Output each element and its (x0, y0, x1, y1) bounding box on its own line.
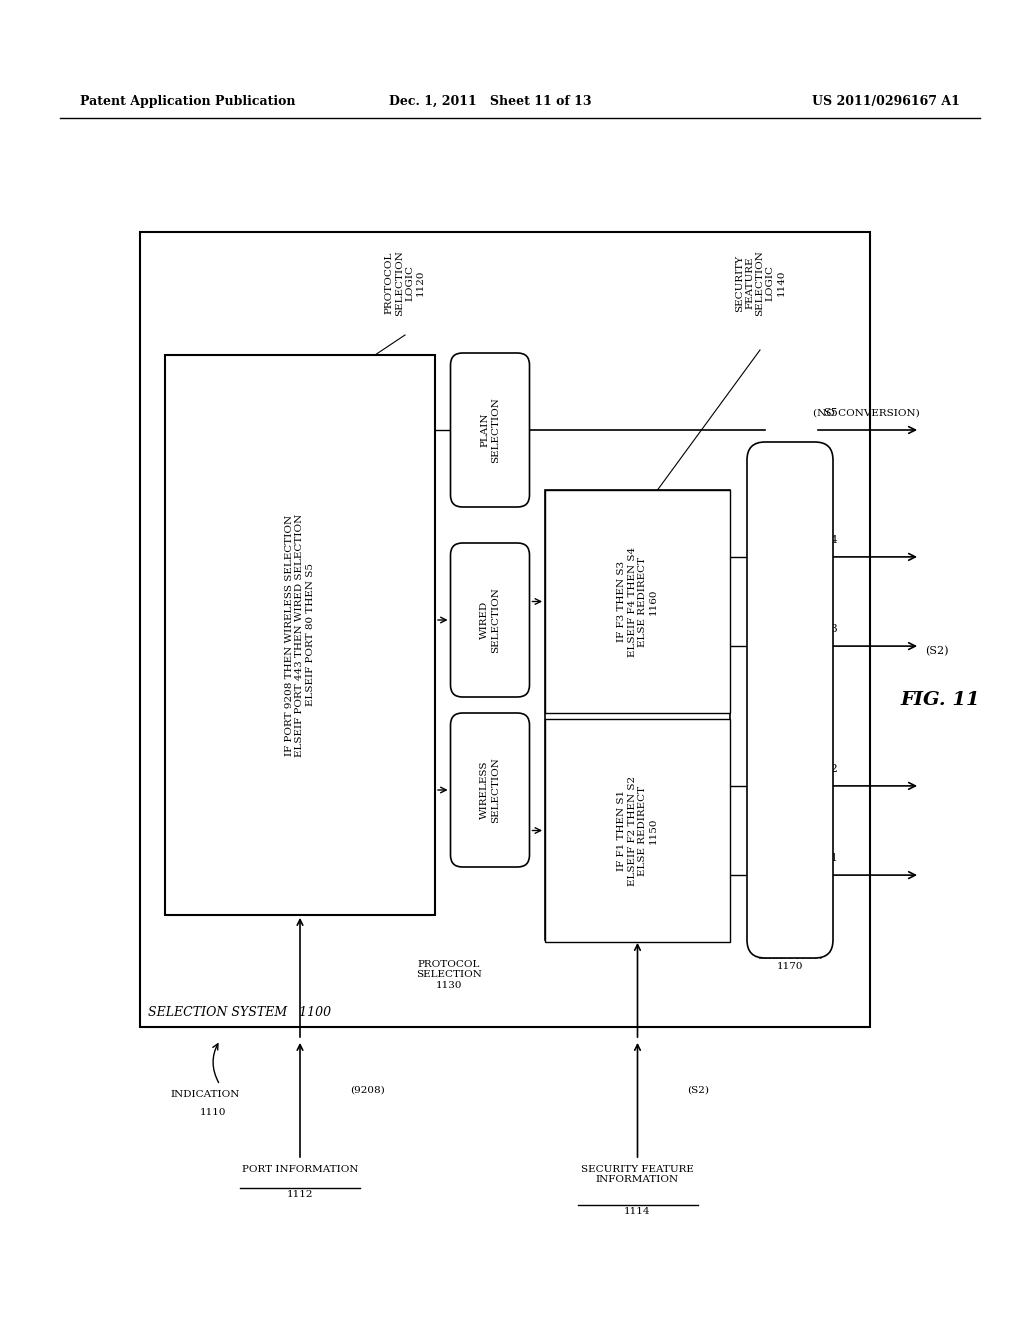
Text: PLAIN
SELECTION: PLAIN SELECTION (480, 397, 500, 463)
Text: SECURITY FEATURE
INFORMATION: SECURITY FEATURE INFORMATION (581, 1166, 694, 1184)
Bar (140, 232, 870, 1027)
FancyBboxPatch shape (451, 543, 529, 697)
Text: SELECTION
1170: SELECTION 1170 (757, 952, 823, 972)
Text: (9208): (9208) (350, 1085, 385, 1094)
Text: PORT INFORMATION: PORT INFORMATION (242, 1166, 358, 1173)
Bar (165, 355, 435, 915)
Text: WIRELESS
SELECTION: WIRELESS SELECTION (480, 758, 500, 822)
FancyBboxPatch shape (746, 442, 833, 958)
Text: PROTOCOL
SELECTION
1130: PROTOCOL SELECTION 1130 (416, 960, 481, 990)
FancyBboxPatch shape (451, 352, 529, 507)
Text: Patent Application Publication: Patent Application Publication (80, 95, 296, 108)
Text: PROTOCOL
SELECTION
LOGIC
1120: PROTOCOL SELECTION LOGIC 1120 (385, 249, 425, 315)
Text: SELECTION SYSTEM   1100: SELECTION SYSTEM 1100 (148, 1006, 331, 1019)
Text: (S2): (S2) (925, 645, 948, 656)
Text: (S2): (S2) (687, 1085, 710, 1094)
Text: S1: S1 (823, 853, 838, 863)
Text: S4: S4 (823, 535, 838, 545)
Text: 1110: 1110 (200, 1107, 226, 1117)
Text: 1114: 1114 (625, 1206, 650, 1216)
Text: S2: S2 (823, 764, 838, 774)
Text: S3: S3 (823, 624, 838, 634)
Text: FIG. 11: FIG. 11 (900, 690, 980, 709)
Text: IF PORT 9208 THEN WIRELESS SELECTION
ELSEIF PORT 443 THEN WIRED SELECTION
ELSEIF: IF PORT 9208 THEN WIRELESS SELECTION ELS… (285, 513, 315, 756)
Text: US 2011/0296167 A1: US 2011/0296167 A1 (812, 95, 961, 108)
Bar (545, 719, 730, 942)
Text: SECURITY
FEATURE
SELECTION
LOGIC
1140: SECURITY FEATURE SELECTION LOGIC 1140 (734, 249, 785, 315)
Text: 1112: 1112 (287, 1191, 313, 1199)
Text: IF F3 THEN S3
ELSEIF F4 THEN S4
ELSE REDIRECT
1160: IF F3 THEN S3 ELSEIF F4 THEN S4 ELSE RED… (617, 546, 657, 656)
Text: WIRED
SELECTION: WIRED SELECTION (480, 587, 500, 653)
Text: IF F1 THEN S1
ELSEIF F2 THEN S2
ELSE REDIRECT
1150: IF F1 THEN S1 ELSEIF F2 THEN S2 ELSE RED… (617, 775, 657, 886)
FancyBboxPatch shape (451, 713, 529, 867)
Text: INDICATION: INDICATION (170, 1090, 240, 1100)
Text: (NO CONVERSION): (NO CONVERSION) (813, 409, 920, 418)
Text: Dec. 1, 2011   Sheet 11 of 13: Dec. 1, 2011 Sheet 11 of 13 (389, 95, 591, 108)
Bar (545, 490, 730, 713)
Bar (545, 490, 730, 940)
Text: S5: S5 (823, 408, 838, 418)
